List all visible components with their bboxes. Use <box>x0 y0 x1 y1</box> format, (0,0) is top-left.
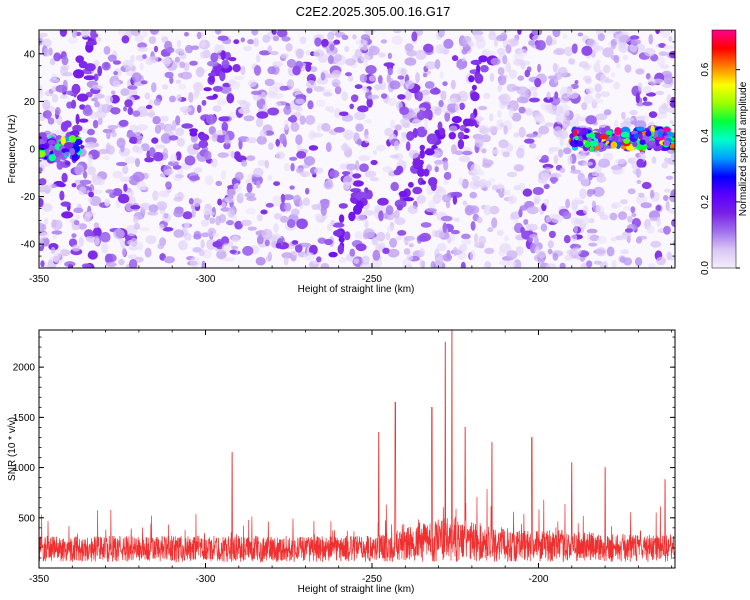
svg-text:-20: -20 <box>21 192 36 203</box>
svg-text:2000: 2000 <box>13 363 36 374</box>
snr-line-chart: -350 -300 -250 -200 500 1000 1500 2000 Height … <box>7 329 676 595</box>
colorbar-gradient <box>711 29 737 269</box>
colorbar-label: Normalized spectral amplitude <box>738 81 749 216</box>
snr-y-axis-label: SNR (10 * v/v) <box>7 417 18 481</box>
heatmap-x-axis-label: Height of straight line (km) <box>298 284 415 295</box>
svg-text:40: 40 <box>24 49 36 60</box>
svg-text:-250: -250 <box>362 574 382 585</box>
snr-series-line <box>39 330 675 563</box>
svg-text:1500: 1500 <box>13 413 36 424</box>
svg-text:-350: -350 <box>29 574 49 585</box>
heatmap-y-axis-label: Frequency (Hz) <box>7 115 18 184</box>
snr-frame <box>38 329 676 569</box>
svg-text:20: 20 <box>24 97 36 108</box>
svg-text:0.4: 0.4 <box>700 128 711 142</box>
svg-text:0.2: 0.2 <box>700 195 711 209</box>
svg-text:0.6: 0.6 <box>700 62 711 76</box>
snr-x-ticks: -350 -300 -250 -200 <box>29 330 673 585</box>
snr-x-axis-label: Height of straight line (km) <box>298 584 415 595</box>
heatmap-cells <box>39 30 675 268</box>
svg-text:500: 500 <box>18 513 35 524</box>
heatmap-y-ticks: 40 20 0 -20 -40 <box>21 29 675 269</box>
svg-text:-300: -300 <box>195 574 215 585</box>
colorbar-ticks: 0.0 0.2 0.4 0.6 <box>700 62 740 275</box>
figure-title: C2E2.2025.305.00.16.G17 <box>296 4 451 19</box>
colorbar: 0.0 0.2 0.4 0.6 Normalized spectral amplitu… <box>700 29 749 275</box>
snr-y-ticks: 500 1000 1500 2000 <box>13 336 675 559</box>
snr-plot-area <box>39 330 675 568</box>
spectrogram-heatmap: -350 -300 -250 -200 40 20 0 -20 -40 Height of s… <box>7 29 676 295</box>
svg-text:-250: -250 <box>362 274 382 285</box>
svg-text:-300: -300 <box>195 274 215 285</box>
svg-text:-350: -350 <box>29 274 49 285</box>
svg-text:1000: 1000 <box>13 463 36 474</box>
svg-text:0: 0 <box>29 145 35 156</box>
heatmap-x-ticks: -350 -300 -250 -200 <box>29 30 673 285</box>
svg-text:0.0: 0.0 <box>700 261 711 275</box>
svg-text:-40: -40 <box>21 240 36 251</box>
svg-text:-200: -200 <box>528 574 548 585</box>
svg-text:-200: -200 <box>528 274 548 285</box>
